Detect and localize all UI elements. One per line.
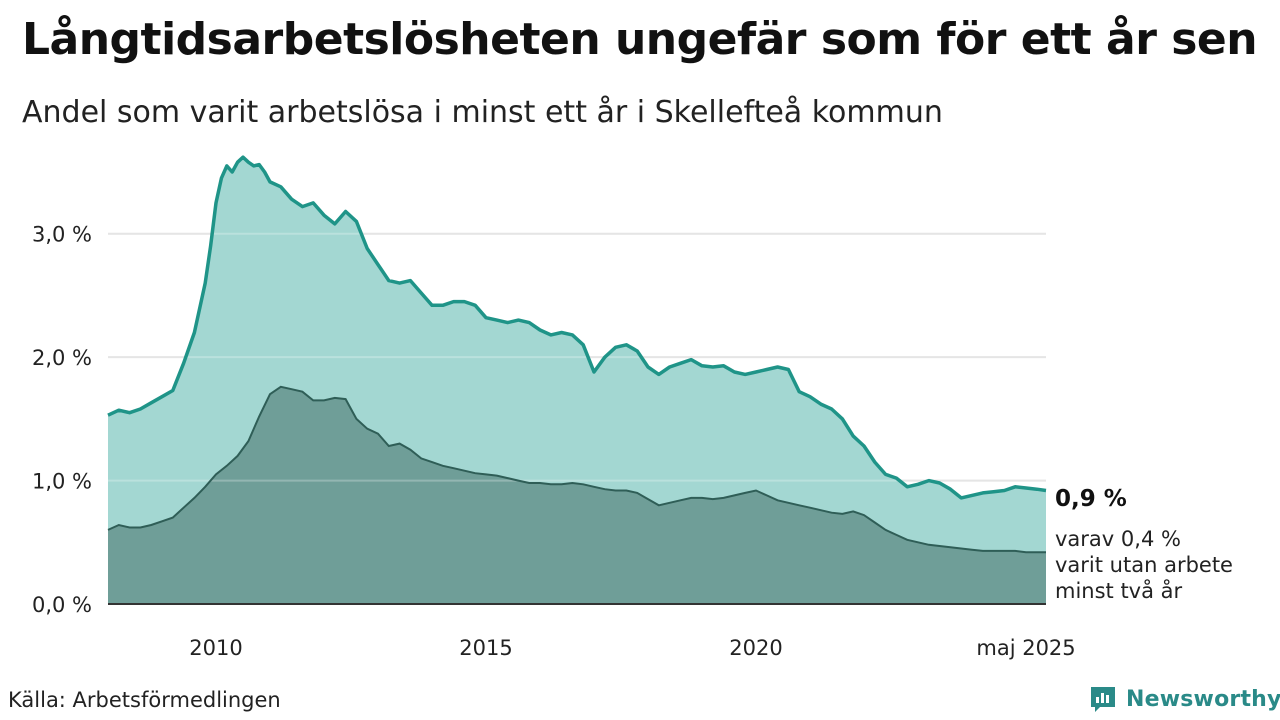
end-label-minst-tva-ar: varav 0,4 % varit utan arbete minst två år <box>1055 527 1233 603</box>
x-tick-label: maj 2025 <box>976 636 1075 660</box>
x-tick-label: 2010 <box>189 636 242 660</box>
brand-name: Newsworthy <box>1126 686 1280 712</box>
end-label-line: minst två år <box>1055 578 1183 603</box>
source-note: Källa: Arbetsförmedlingen <box>8 688 281 712</box>
end-label-line: varav 0,4 % <box>1055 527 1181 551</box>
series-line-minst-ett-ar <box>107 155 1047 500</box>
newsworthy-logo-icon <box>1091 687 1115 712</box>
y-tick-label: 2,0 % <box>32 346 92 370</box>
brand-logo[interactable]: Newsworthy <box>1088 684 1280 714</box>
series-area-minst-tva-ar <box>108 386 1046 604</box>
end-label-minst-ett-ar: 0,9 % <box>1055 486 1127 512</box>
series-line-minst-tva-ar <box>107 385 1046 554</box>
y-tick-label: 1,0 % <box>32 470 92 494</box>
y-tick-label: 0,0 % <box>32 593 92 617</box>
chart-title: Långtidsarbetslösheten ungefär som för e… <box>22 14 1258 65</box>
x-tick-label: 2015 <box>459 636 512 660</box>
end-label-line: varit utan arbete <box>1055 553 1233 577</box>
x-tick-label: 2020 <box>729 636 782 660</box>
chart-subtitle: Andel som varit arbetslösa i minst ett å… <box>22 95 943 130</box>
y-tick-label: 3,0 % <box>32 223 92 247</box>
